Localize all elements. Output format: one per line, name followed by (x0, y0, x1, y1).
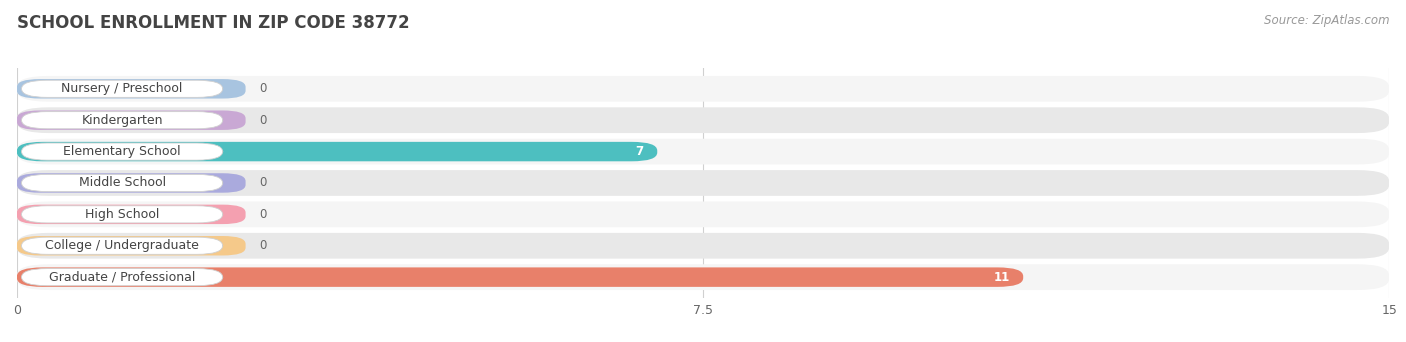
FancyBboxPatch shape (21, 206, 222, 223)
FancyBboxPatch shape (21, 174, 222, 192)
Text: Middle School: Middle School (79, 176, 166, 189)
FancyBboxPatch shape (21, 80, 222, 97)
Text: Elementary School: Elementary School (63, 145, 181, 158)
Text: 0: 0 (259, 208, 267, 221)
FancyBboxPatch shape (17, 79, 246, 98)
FancyBboxPatch shape (17, 205, 246, 224)
FancyBboxPatch shape (17, 201, 1389, 227)
Text: Nursery / Preschool: Nursery / Preschool (62, 82, 183, 95)
Text: Graduate / Professional: Graduate / Professional (49, 271, 195, 284)
Text: SCHOOL ENROLLMENT IN ZIP CODE 38772: SCHOOL ENROLLMENT IN ZIP CODE 38772 (17, 14, 409, 32)
Text: 7: 7 (636, 145, 644, 158)
Text: College / Undergraduate: College / Undergraduate (45, 239, 200, 252)
FancyBboxPatch shape (21, 268, 222, 286)
Text: High School: High School (84, 208, 159, 221)
FancyBboxPatch shape (17, 264, 1389, 290)
FancyBboxPatch shape (17, 76, 1389, 102)
FancyBboxPatch shape (17, 233, 1389, 259)
Text: 11: 11 (993, 271, 1010, 284)
Text: 0: 0 (259, 239, 267, 252)
Text: Source: ZipAtlas.com: Source: ZipAtlas.com (1264, 14, 1389, 27)
Text: Kindergarten: Kindergarten (82, 114, 163, 127)
Text: 0: 0 (259, 176, 267, 189)
FancyBboxPatch shape (17, 110, 246, 130)
Text: 0: 0 (259, 82, 267, 95)
FancyBboxPatch shape (17, 236, 246, 255)
FancyBboxPatch shape (17, 170, 1389, 196)
FancyBboxPatch shape (17, 107, 1389, 133)
Text: 0: 0 (259, 114, 267, 127)
FancyBboxPatch shape (21, 143, 222, 160)
FancyBboxPatch shape (17, 267, 1024, 287)
FancyBboxPatch shape (21, 237, 222, 254)
FancyBboxPatch shape (17, 139, 1389, 165)
FancyBboxPatch shape (21, 111, 222, 129)
FancyBboxPatch shape (17, 142, 657, 161)
FancyBboxPatch shape (17, 173, 246, 193)
